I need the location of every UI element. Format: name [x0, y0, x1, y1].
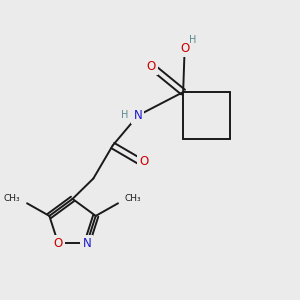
- Text: H: H: [121, 110, 128, 121]
- Text: CH₃: CH₃: [4, 194, 20, 203]
- Text: O: O: [139, 155, 148, 169]
- Text: CH₃: CH₃: [124, 194, 141, 203]
- Text: N: N: [82, 237, 91, 250]
- Text: O: O: [147, 60, 156, 73]
- Text: O: O: [54, 237, 63, 250]
- Text: N: N: [134, 109, 142, 122]
- Text: O: O: [180, 42, 189, 55]
- Text: H: H: [189, 35, 197, 45]
